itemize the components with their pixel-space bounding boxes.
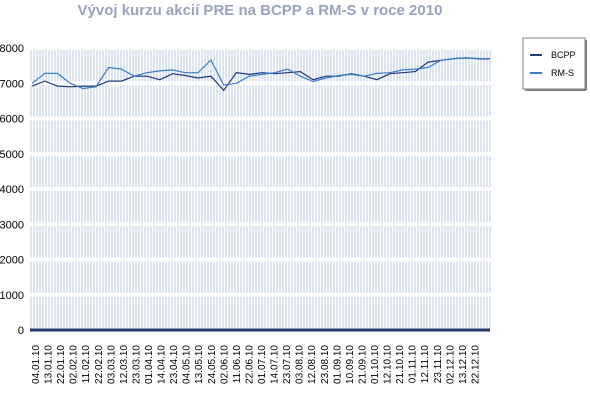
x-tick-label: 14.07.10 [270, 345, 281, 384]
x-axis: 04.01.10 13.01.10 22.01.10 02.02.10 11.02.10… [31, 345, 481, 384]
x-tick-label: 04.05.10 [182, 345, 193, 384]
x-tick-label: 03.03.10 [106, 345, 117, 384]
x-tick-label: 23.03.10 [131, 345, 142, 384]
y-axis: 0 1000 2000 3000 4000 5000 6000 7000 8000 [0, 43, 24, 337]
y-tick-label: 5000 [0, 149, 24, 161]
x-tick-label: 22.12.10 [470, 345, 481, 384]
x-tick-label: 14.04.10 [157, 345, 168, 384]
series-line-bcpp [31, 57, 490, 92]
x-tick-label: 01.11.10 [408, 345, 419, 384]
x-tick-label: 01.04.10 [144, 345, 155, 384]
y-tick-label: 0 [18, 325, 24, 337]
x-tick-label: 01.10.10 [370, 345, 381, 384]
x-tick-label: 12.08.10 [307, 345, 318, 384]
x-tick-label: 10.09.10 [345, 345, 356, 384]
x-tick-label: 21.09.10 [357, 345, 368, 384]
x-tick-label: 02.06.10 [219, 345, 230, 384]
x-tick-label: 04.01.10 [31, 345, 42, 384]
x-tick-label: 23.08.10 [320, 345, 331, 384]
y-tick-label: 3000 [0, 219, 24, 231]
x-tick-label: 02.02.10 [69, 345, 80, 384]
x-tick-label: 12.11.10 [420, 345, 431, 384]
x-tick-label: 23.07.10 [282, 345, 293, 384]
x-tick-label: 23.11.10 [433, 345, 444, 384]
x-tick-label: 22.02.10 [94, 345, 105, 384]
x-tick-label: 02.12.10 [445, 345, 456, 384]
y-tick-label: 2000 [0, 255, 24, 267]
x-tick-label: 12.10.10 [383, 345, 394, 384]
y-tick-label: 4000 [0, 184, 24, 196]
y-tick-label: 7000 [0, 78, 24, 90]
grid [30, 50, 491, 328]
x-tick-label: 11.02.10 [81, 345, 92, 384]
legend-box [522, 37, 586, 90]
chart-title: Vývoj kurzu akcií PRE na BCPP a RM-S v r… [78, 2, 443, 19]
x-tick-label: 01.07.10 [257, 345, 268, 384]
y-tick-label: 8000 [0, 43, 24, 55]
x-tick-label: 13.01.10 [44, 345, 55, 384]
x-tick-label: 22.06.10 [244, 345, 255, 384]
x-tick-label: 01.09.10 [332, 345, 343, 384]
x-tick-label: 21.10.10 [395, 345, 406, 384]
series-line-rms [31, 57, 490, 90]
x-tick-label: 13.05.10 [194, 345, 205, 384]
x-tick-label: 23.04.10 [169, 345, 180, 384]
x-tick-label: 03.08.10 [295, 345, 306, 384]
y-tick-label: 6000 [0, 114, 24, 126]
legend-label-rms: RM-S [551, 68, 574, 78]
legend-label-bcpp: BCPP [551, 50, 576, 60]
x-tick-label: 24.05.10 [207, 345, 218, 384]
y-tick-label: 1000 [0, 290, 24, 302]
legend: BCPP RM-S [522, 37, 587, 91]
x-tick-label: 22.01.10 [56, 345, 67, 384]
x-tick-label: 13.12.10 [458, 345, 469, 384]
series-group [31, 57, 490, 92]
x-tick-label: 12.03.10 [119, 345, 130, 384]
x-tick-label: 11.06.10 [232, 345, 243, 384]
